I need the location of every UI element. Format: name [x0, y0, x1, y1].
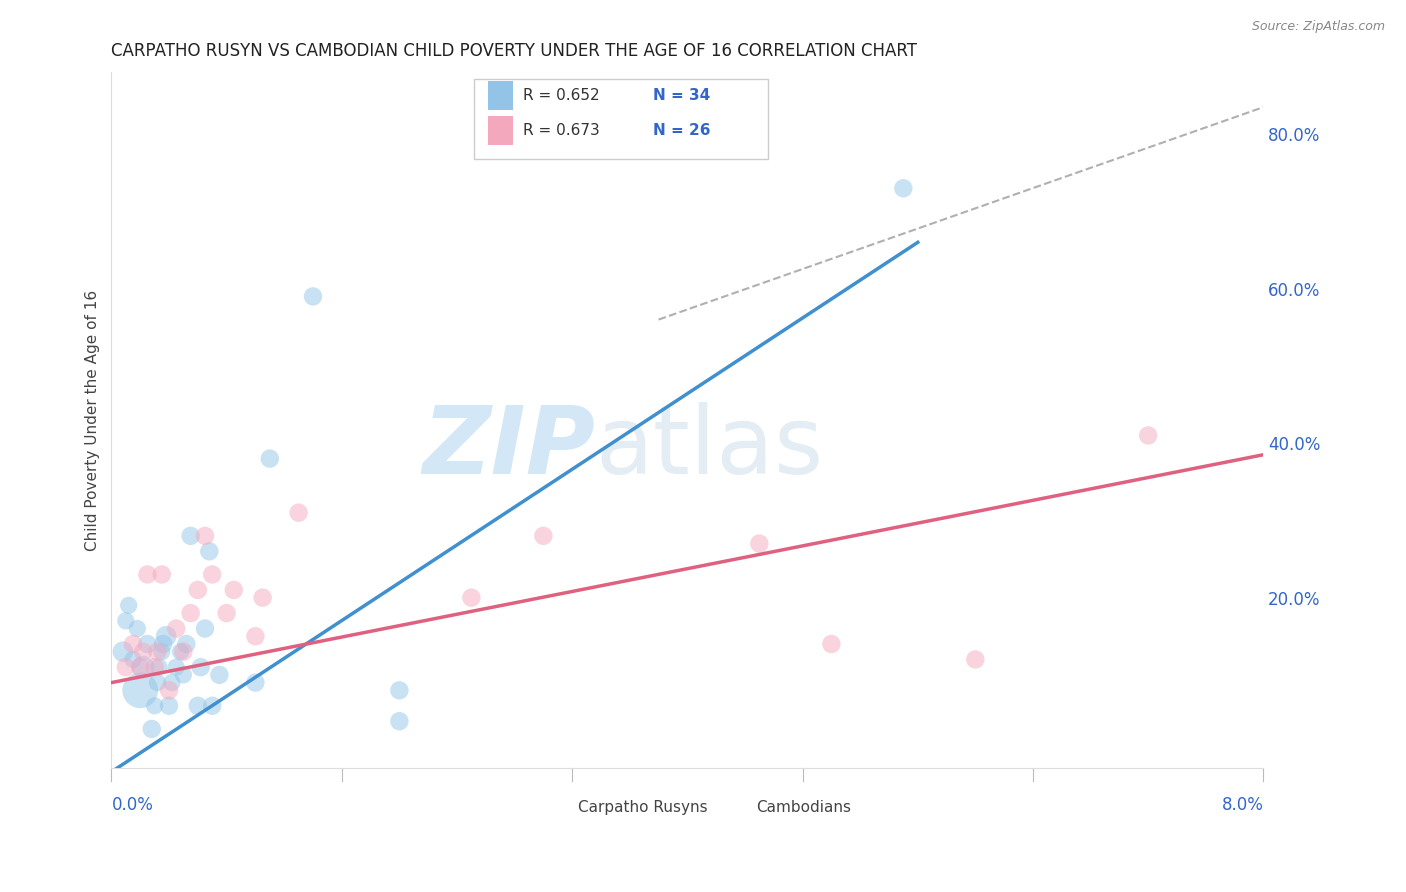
Point — [302, 289, 325, 303]
Point — [169, 645, 191, 659]
FancyBboxPatch shape — [474, 79, 768, 160]
Point — [152, 637, 174, 651]
Point — [132, 660, 155, 674]
Point — [194, 622, 217, 636]
Point — [127, 622, 149, 636]
Point — [165, 660, 187, 674]
Point — [820, 637, 842, 651]
Text: Carpatho Rusyns: Carpatho Rusyns — [578, 800, 707, 815]
Text: Cambodians: Cambodians — [756, 800, 852, 815]
Point — [129, 683, 152, 698]
Point — [136, 637, 159, 651]
Point — [172, 668, 194, 682]
Point — [748, 536, 770, 550]
FancyBboxPatch shape — [488, 116, 513, 145]
Point — [143, 660, 166, 674]
Point — [150, 567, 173, 582]
Point — [146, 675, 169, 690]
Point — [388, 683, 411, 698]
Point — [245, 629, 267, 643]
Text: 0.0%: 0.0% — [111, 796, 153, 814]
Point — [259, 451, 281, 466]
Point — [180, 606, 202, 620]
FancyBboxPatch shape — [488, 80, 513, 110]
Text: atlas: atlas — [595, 401, 824, 494]
Point — [460, 591, 482, 605]
Point — [190, 660, 212, 674]
Point — [201, 567, 224, 582]
Point — [208, 668, 231, 682]
Point — [114, 614, 136, 628]
Point — [965, 652, 987, 666]
Point — [165, 622, 187, 636]
Point — [122, 652, 145, 666]
Point — [146, 645, 169, 659]
Point — [136, 567, 159, 582]
Point — [155, 629, 177, 643]
Point — [160, 675, 183, 690]
Point — [222, 582, 245, 597]
Point — [174, 637, 197, 651]
Point — [287, 506, 309, 520]
Point — [388, 714, 411, 729]
Point — [245, 675, 267, 690]
Point — [893, 181, 915, 195]
Point — [187, 698, 209, 713]
Point — [122, 637, 145, 651]
Point — [141, 722, 163, 736]
Text: N = 34: N = 34 — [652, 87, 710, 103]
Point — [215, 606, 238, 620]
Y-axis label: Child Poverty Under the Age of 16: Child Poverty Under the Age of 16 — [86, 289, 100, 550]
Point — [172, 645, 194, 659]
Point — [531, 529, 554, 543]
Point — [252, 591, 274, 605]
Point — [180, 529, 202, 543]
Point — [114, 660, 136, 674]
Point — [194, 529, 217, 543]
Point — [111, 645, 134, 659]
Point — [198, 544, 221, 558]
Point — [150, 645, 173, 659]
Point — [157, 698, 180, 713]
FancyBboxPatch shape — [550, 796, 569, 820]
Point — [1137, 428, 1160, 442]
Point — [129, 660, 152, 674]
Text: CARPATHO RUSYN VS CAMBODIAN CHILD POVERTY UNDER THE AGE OF 16 CORRELATION CHART: CARPATHO RUSYN VS CAMBODIAN CHILD POVERT… — [111, 42, 917, 60]
Text: R = 0.652: R = 0.652 — [523, 87, 599, 103]
Point — [148, 660, 170, 674]
Point — [187, 582, 209, 597]
Point — [118, 599, 141, 613]
FancyBboxPatch shape — [728, 796, 748, 820]
Text: N = 26: N = 26 — [652, 123, 710, 138]
Text: 8.0%: 8.0% — [1222, 796, 1264, 814]
Text: R = 0.673: R = 0.673 — [523, 123, 599, 138]
Text: Source: ZipAtlas.com: Source: ZipAtlas.com — [1251, 20, 1385, 33]
Point — [201, 698, 224, 713]
Text: ZIP: ZIP — [422, 401, 595, 494]
Point — [157, 683, 180, 698]
Point — [143, 698, 166, 713]
Point — [132, 645, 155, 659]
